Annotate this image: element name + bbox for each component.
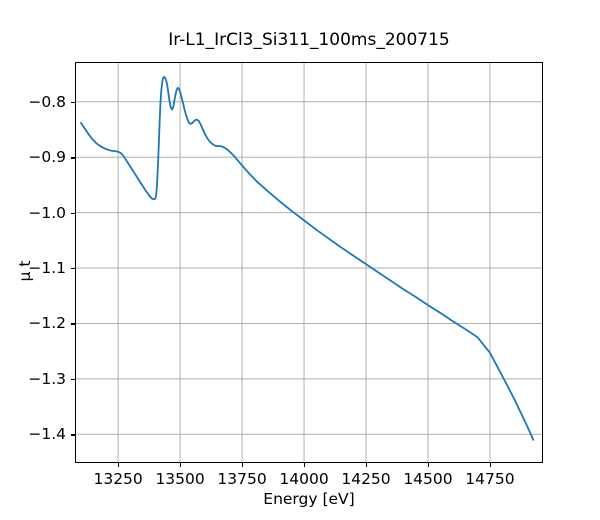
x-tick-label: 14000 (279, 470, 329, 488)
y-tick-mark (71, 212, 75, 214)
y-tick-mark (71, 268, 75, 270)
x-tick-label: 13750 (217, 470, 267, 488)
x-tick-mark (366, 463, 368, 467)
x-tick-label: 14750 (465, 470, 515, 488)
y-tick-mark (71, 101, 75, 104)
y-tick-mark (71, 157, 75, 159)
plot-svg (76, 63, 542, 462)
y-tick-label: −1.0 (28, 203, 66, 222)
x-tick-mark (242, 463, 244, 467)
x-tick-label: 13250 (93, 470, 143, 488)
y-tick-label: −0.9 (28, 148, 66, 167)
grid-layer (76, 63, 542, 462)
chart-title: Ir-L1_IrCl3_Si311_100ms_200715 (168, 30, 450, 50)
x-tick-mark (427, 463, 430, 467)
y-tick-label: −1.1 (28, 259, 66, 278)
x-tick-mark (304, 463, 306, 467)
y-tick-label: −1.2 (28, 314, 66, 333)
x-axis-label: Energy [eV] (263, 490, 355, 508)
x-tick-mark (118, 463, 120, 467)
x-tick-label: 14250 (341, 470, 391, 488)
data-series-line-0 (80, 75, 535, 441)
y-tick-label: −1.3 (28, 369, 66, 388)
series-layer (80, 75, 535, 441)
x-tick-mark (180, 463, 182, 467)
y-tick-mark (71, 434, 75, 436)
y-tick-mark (71, 323, 75, 325)
y-tick-mark (71, 378, 75, 381)
y-tick-label: −1.4 (28, 425, 66, 444)
y-tick-label: −0.8 (28, 92, 66, 111)
plot-area (75, 62, 543, 463)
x-tick-label: 13500 (155, 470, 205, 488)
x-tick-label: 14500 (403, 470, 453, 488)
x-tick-mark (489, 463, 492, 467)
